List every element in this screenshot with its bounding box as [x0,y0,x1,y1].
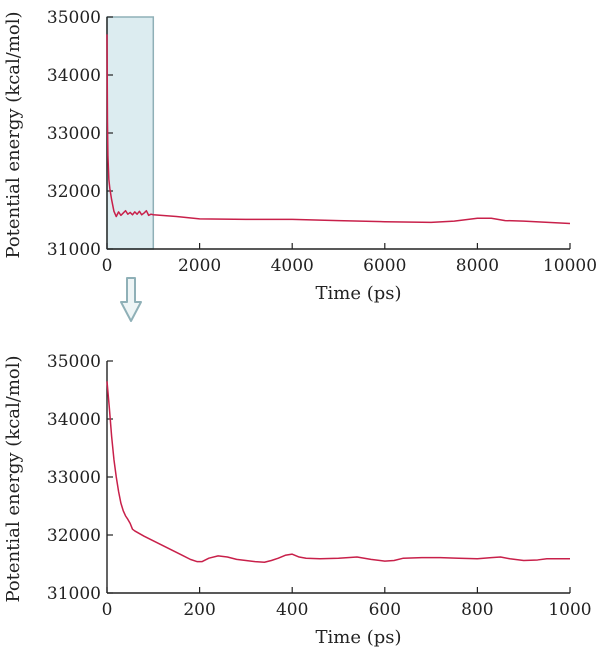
bot-x-tick-label: 200 [183,600,215,620]
zoom-highlight-region [106,16,155,250]
bottom-y-axis-label: Potential energy (kcal/mol) [3,355,24,602]
bot-y-tick-label: 35000 [47,352,101,372]
bot-y-tick-label: 34000 [47,410,101,430]
bottom-x-axis-label: Time (ps) [315,627,401,648]
top-x-tick-label: 4000 [271,256,314,276]
bot-x-tick-label: 400 [276,600,308,620]
top-y-tick-label: 34000 [47,66,101,86]
top-x-axis-label: Time (ps) [315,283,401,304]
top-y-tick-label: 31000 [47,240,101,260]
top-axes: 0 2000 4000 6000 8000 10000 31000 32000 33000 340… [47,8,597,276]
top-x-tick-label: 2000 [178,256,221,276]
top-x-tick-label: 8000 [456,256,499,276]
bot-x-tick-label: 1000 [548,600,591,620]
bottom-axes: 0 200 400 600 800 1000 31000 32000 33000 34000 350… [47,352,592,620]
top-y-tick-label: 35000 [47,8,101,28]
top-y-tick-label: 33000 [47,124,101,144]
bot-x-tick-label: 800 [461,600,493,620]
chart-full-trajectory: 0 2000 4000 6000 8000 10000 31000 32000 33000 340… [3,8,597,304]
bot-x-tick-label: 600 [369,600,401,620]
top-x-tick-label: 0 [102,256,113,276]
bot-y-tick-label: 31000 [47,584,101,604]
top-energy-line [106,34,571,225]
top-y-axis-label: Potential energy (kcal/mol) [3,11,24,258]
bot-y-tick-label: 33000 [47,468,101,488]
chart-zoomed-trajectory: 0 200 400 600 800 1000 31000 32000 33000 34000 350… [3,352,592,648]
bot-x-tick-label: 0 [102,600,113,620]
bot-y-tick-label: 32000 [47,526,101,546]
top-x-tick-label: 6000 [363,256,406,276]
top-x-tick-label: 10000 [543,256,597,276]
top-y-tick-label: 32000 [47,182,101,202]
down-arrow-icon [120,277,142,322]
bottom-energy-line [106,381,570,564]
